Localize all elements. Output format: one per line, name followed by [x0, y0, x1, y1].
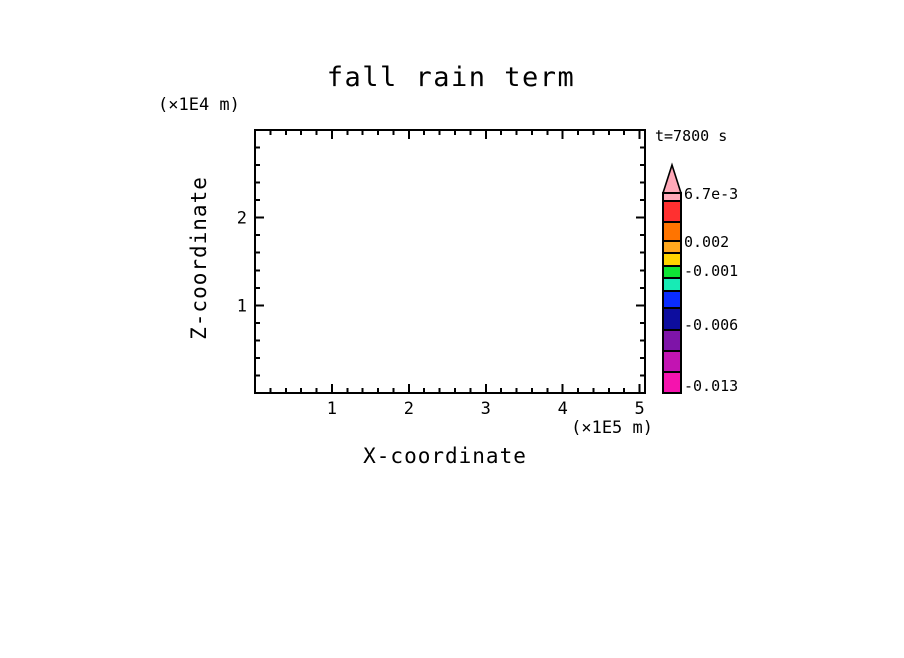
colorbar-segment — [662, 200, 682, 223]
z-tick-label: 2 — [237, 209, 247, 229]
colorbar-segment — [662, 277, 682, 292]
z-axis-label: Z-coordinate — [187, 176, 211, 340]
colorbar-tick-label: -0.013 — [684, 377, 738, 395]
chart-title: fall rain term — [327, 62, 576, 93]
colorbar-segment — [662, 307, 682, 331]
x-tick-label: 5 — [634, 399, 644, 419]
colorbar-tick-label: -0.006 — [684, 316, 738, 334]
x-tick-label: 2 — [404, 399, 414, 419]
z-tick-label: 1 — [237, 296, 247, 316]
x-axis-label: X-coordinate — [363, 444, 527, 468]
time-annotation: t=7800 s — [655, 127, 727, 145]
colorbar-segment — [662, 371, 682, 394]
x-axis-unit-label: (×1E5 m) — [571, 418, 653, 438]
colorbar-segment — [662, 252, 682, 267]
plot-frame — [254, 129, 646, 394]
colorbar-segment — [662, 240, 682, 254]
x-tick-label: 4 — [558, 399, 568, 419]
colorbar-tick-label: 0.002 — [684, 233, 729, 251]
z-axis-unit-label: (×1E4 m) — [158, 95, 240, 115]
x-tick-label: 3 — [481, 399, 491, 419]
colorbar-segment — [662, 329, 682, 352]
colorbar-overflow-arrow-icon — [661, 162, 683, 194]
x-tick-label: 1 — [327, 399, 337, 419]
colorbar-segment — [662, 192, 682, 202]
colorbar-segment — [662, 290, 682, 309]
colorbar-tick-label: 6.7e-3 — [684, 185, 738, 203]
colorbar-tick-label: -0.001 — [684, 262, 738, 280]
colorbar-segment — [662, 350, 682, 373]
colorbar-segment — [662, 221, 682, 242]
colorbar-segment — [662, 265, 682, 279]
